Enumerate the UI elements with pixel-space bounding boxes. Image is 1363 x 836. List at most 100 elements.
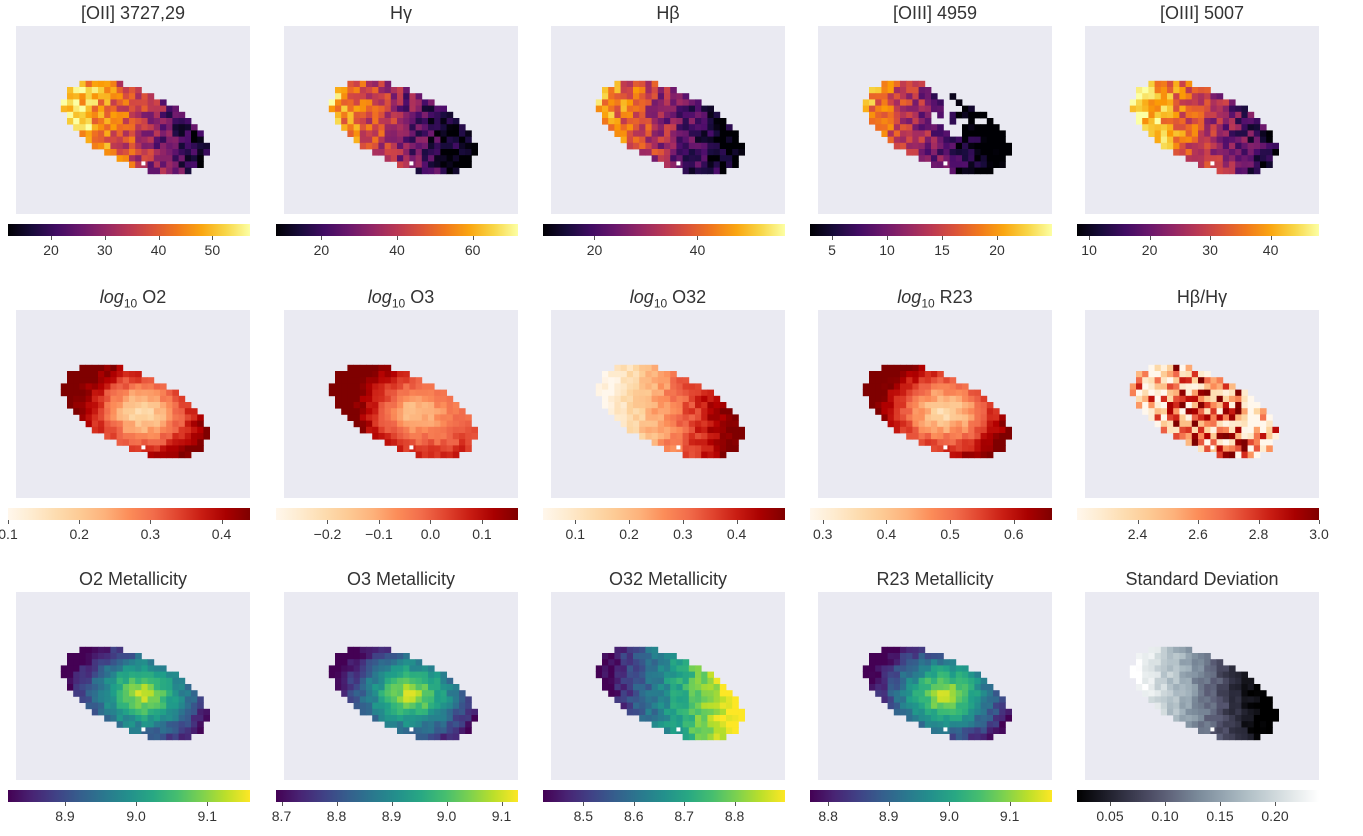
- heatmap-cell: [645, 383, 652, 390]
- heatmap-cell: [627, 653, 634, 660]
- heatmap-cell: [695, 703, 702, 710]
- heatmap-cell: [689, 396, 696, 403]
- heatmap-cell: [906, 396, 913, 403]
- heatmap-cell: [391, 421, 398, 428]
- heatmap-cell: [1198, 99, 1205, 106]
- heatmap-cell: [999, 161, 1006, 168]
- heatmap-cell: [974, 734, 981, 741]
- heatmap-cell: [73, 684, 80, 691]
- heatmap-cell: [428, 684, 435, 691]
- heatmap-cell: [950, 715, 957, 722]
- heatmap-cell: [141, 377, 148, 384]
- heatmap-cell: [658, 130, 665, 137]
- heatmap-cell: [110, 143, 117, 150]
- heatmap-cell: [453, 421, 460, 428]
- heatmap-cell: [881, 402, 888, 409]
- heatmap-cell: [689, 143, 696, 150]
- heatmap-cell: [166, 408, 173, 415]
- heatmap-cell: [354, 81, 361, 88]
- heatmap-cell: [1198, 421, 1205, 428]
- heatmap-cell: [863, 383, 870, 390]
- heatmap-cell: [341, 690, 348, 697]
- heatmap-cell: [391, 371, 398, 378]
- masked-pixel: [141, 161, 145, 165]
- heatmap-cell: [608, 99, 615, 106]
- heatmap-cell: [335, 390, 342, 397]
- heatmap-cell: [372, 653, 379, 660]
- heatmap-cell: [987, 721, 994, 728]
- heatmap-cell: [354, 690, 361, 697]
- heatmap-cell: [104, 396, 111, 403]
- heatmap-cell: [950, 433, 957, 440]
- heatmap-cell: [627, 659, 634, 666]
- heatmap-cell: [1241, 427, 1248, 434]
- heatmap-cell: [428, 421, 435, 428]
- heatmap-cell: [360, 647, 367, 654]
- heatmap-cell: [956, 678, 963, 685]
- heatmap-cell: [894, 118, 901, 125]
- heatmap-cell: [1229, 161, 1236, 168]
- heatmap-cell: [360, 696, 367, 703]
- heatmap-cell: [79, 665, 86, 672]
- heatmap-cell: [154, 137, 161, 144]
- heatmap-cell: [937, 124, 944, 131]
- heatmap-cell: [881, 81, 888, 88]
- heatmap-cell: [608, 118, 615, 125]
- heatmap-cell: [104, 414, 111, 421]
- heatmap-cell: [894, 87, 901, 94]
- heatmap-cell: [639, 99, 646, 106]
- heatmap-cell: [664, 371, 671, 378]
- heatmap-cell: [1266, 414, 1273, 421]
- heatmap-cell: [950, 690, 957, 697]
- heatmap-cell: [203, 709, 210, 716]
- heatmap-cell: [869, 659, 876, 666]
- heatmap-cell: [981, 427, 988, 434]
- heatmap-cell: [453, 690, 460, 697]
- heatmap-cell: [639, 106, 646, 113]
- heatmap-cell: [179, 130, 186, 137]
- heatmap-cell: [409, 383, 416, 390]
- heatmap-cell: [943, 659, 950, 666]
- heatmap-cell: [676, 155, 683, 162]
- heatmap-cell: [627, 112, 634, 119]
- heatmap-cell: [732, 427, 739, 434]
- heatmap-cell: [110, 81, 117, 88]
- heatmap-cell: [1210, 439, 1217, 446]
- heatmap-cell: [1260, 421, 1267, 428]
- heatmap-cell: [148, 124, 155, 131]
- heatmap-cell: [1229, 402, 1236, 409]
- heatmap-cell: [1179, 81, 1186, 88]
- heatmap-cell: [354, 106, 361, 113]
- heatmap-cell: [1223, 149, 1230, 156]
- heatmap-cell: [695, 678, 702, 685]
- heatmap-cell: [73, 371, 80, 378]
- tick-label: 40: [1263, 242, 1279, 258]
- heatmap-cell: [869, 112, 876, 119]
- heatmap-cell: [689, 734, 696, 741]
- heatmap-cell: [123, 433, 130, 440]
- heatmap-cell: [354, 678, 361, 685]
- heatmap-cell: [1148, 653, 1155, 660]
- heatmap-cell: [160, 112, 167, 119]
- heatmap-cell: [1198, 371, 1205, 378]
- heatmap-cell: [129, 678, 136, 685]
- heatmap-cell: [391, 439, 398, 446]
- heatmap-cell: [104, 647, 111, 654]
- heatmap-cell: [191, 414, 198, 421]
- heatmap-cell: [714, 715, 721, 722]
- heatmap-cell: [1235, 427, 1242, 434]
- heatmap-cell: [894, 365, 901, 372]
- heatmap-cell: [1179, 696, 1186, 703]
- heatmap-cell: [447, 439, 454, 446]
- heatmap-cell: [1148, 402, 1155, 409]
- heatmap-cell: [465, 696, 472, 703]
- heatmap-map: [16, 592, 250, 780]
- heatmap-cell: [86, 81, 93, 88]
- heatmap-cell: [974, 715, 981, 722]
- heatmap-cell: [434, 727, 441, 734]
- heatmap-cell: [888, 408, 895, 415]
- heatmap-cell: [104, 124, 111, 131]
- heatmap-panel: log10 O3−0.2−0.10.00.1: [276, 284, 526, 554]
- heatmap-cell: [987, 439, 994, 446]
- heatmap-cell: [1161, 383, 1168, 390]
